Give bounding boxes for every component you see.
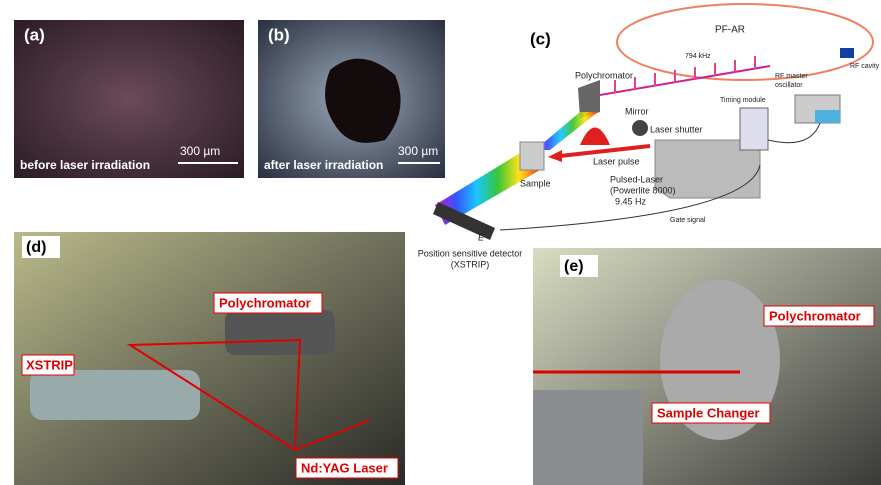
caption: before laser irradiation bbox=[20, 158, 150, 172]
label: Pulsed-Laser bbox=[610, 174, 663, 184]
label: Timing module bbox=[720, 97, 766, 104]
tag: Polychromator bbox=[219, 295, 311, 310]
caption: after laser irradiation bbox=[264, 158, 383, 172]
panel-b: (b) after laser irradiation 300 µm bbox=[258, 20, 445, 178]
panel-c: (c) PF-AR RF cavity 794 kHz Polychromato… bbox=[418, 4, 880, 269]
label: (XSTRIP) bbox=[451, 259, 490, 269]
tag: Nd:YAG Laser bbox=[301, 460, 388, 475]
label: RF master bbox=[775, 73, 808, 80]
tag: XSTRIP bbox=[26, 357, 73, 372]
panel-label: (e) bbox=[564, 258, 584, 275]
panel-e: (e) Polychromator Sample Changer bbox=[533, 248, 881, 485]
label: RF cavity bbox=[850, 63, 880, 70]
panel-label: (b) bbox=[268, 25, 290, 44]
label: Sample bbox=[520, 178, 551, 188]
label: Mirror bbox=[625, 106, 649, 116]
rf-cavity bbox=[840, 48, 854, 58]
panel-d: (d) Polychromator XSTRIP Nd:YAG Laser bbox=[14, 232, 405, 485]
scale-label: 300 µm bbox=[398, 144, 438, 158]
figure: (a) before laser irradiation 300 µm (b) … bbox=[0, 0, 881, 485]
tag: Polychromator bbox=[769, 308, 861, 323]
timing-module bbox=[740, 108, 768, 150]
panel-label: (a) bbox=[24, 25, 45, 44]
panel-label: (d) bbox=[26, 239, 46, 256]
panel-label: (c) bbox=[530, 29, 551, 48]
label: 794 kHz bbox=[685, 53, 711, 60]
label: Position sensitive detector bbox=[418, 248, 523, 258]
sample bbox=[520, 142, 544, 170]
label: Polychromator bbox=[575, 70, 633, 80]
label: oscillator bbox=[775, 82, 803, 89]
scale-label: 300 µm bbox=[180, 144, 220, 158]
ring-label: PF-AR bbox=[715, 25, 745, 36]
label: (Powerlite 8000) bbox=[610, 185, 676, 195]
label: 9.45 Hz bbox=[615, 196, 647, 206]
tag: Sample Changer bbox=[657, 405, 760, 420]
ring bbox=[617, 4, 873, 80]
panel-a: (a) before laser irradiation 300 µm bbox=[14, 20, 244, 178]
label: E bbox=[478, 232, 485, 242]
label: Gate signal bbox=[670, 217, 706, 224]
label: Laser pulse bbox=[593, 156, 640, 166]
label: Laser shutter bbox=[650, 124, 703, 134]
